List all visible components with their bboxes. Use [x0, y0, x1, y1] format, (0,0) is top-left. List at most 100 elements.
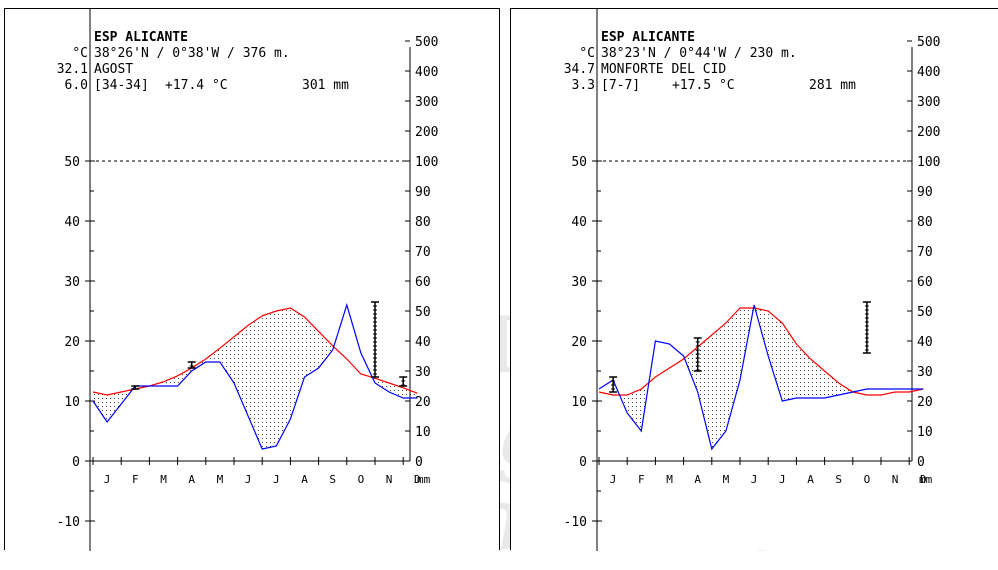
precip-tick-label: 10: [917, 425, 933, 440]
month-label: N: [386, 473, 393, 486]
precip-tick-label: 70: [415, 245, 431, 260]
temp-tick-label: -10: [564, 515, 587, 530]
climogram-panel-monforte: ESP ALICANTE °C 38°23'N / 0°44'W / 230 m. 3…: [510, 8, 998, 551]
precip-tick-label: 100: [917, 155, 940, 170]
temp-tick-label: 50: [571, 155, 587, 170]
observation-years: [34-34]: [94, 78, 149, 93]
climogram-chart-monforte: ESP ALICANTE °C 38°23'N / 0°44'W / 230 m. 3…: [564, 9, 940, 551]
dry-period-shading: [262, 311, 277, 449]
station-name: AGOST: [94, 62, 133, 77]
dry-period-shading: [796, 344, 811, 398]
precip-tick-label: 30: [917, 365, 933, 380]
month-label: F: [638, 473, 645, 486]
chart-title: ESP ALICANTE: [601, 30, 695, 45]
month-label: M: [160, 473, 167, 486]
dry-period-shading: [838, 383, 853, 395]
precip-tick-label: 400: [917, 65, 940, 80]
dry-period-shading: [782, 323, 797, 401]
precip-tick-label: 20: [917, 395, 933, 410]
station-name: MONFORTE DEL CID: [601, 62, 726, 77]
precip-tick-label: 300: [917, 95, 940, 110]
mean-temp-value: +17.4 °C: [165, 78, 228, 93]
precip-tick-label: 200: [917, 125, 940, 140]
precip-tick-label: 100: [415, 155, 438, 170]
dry-period-shading: [375, 378, 390, 392]
dry-period-shading: [276, 308, 291, 446]
dry-period-shading: [219, 336, 234, 383]
precip-tick-label: 50: [917, 305, 933, 320]
precip-tick-label: 70: [917, 245, 933, 260]
month-label: F: [132, 473, 139, 486]
month-label: S: [329, 473, 336, 486]
mean-temp-value: +17.5 °C: [672, 78, 735, 93]
station-coords: 38°23'N / 0°44'W / 230 m.: [601, 46, 797, 61]
month-label: M: [723, 473, 730, 486]
temp-tick-label: -10: [57, 515, 80, 530]
temperature-line: [598, 307, 924, 396]
dry-period-shading: [403, 387, 418, 398]
dry-period-shading: [163, 375, 178, 386]
climogram-panel-agost: ESP ALICANTE °C 38°26'N / 0°38'W / 376 m. 3…: [4, 8, 500, 551]
precip-unit-label: mm: [417, 473, 431, 486]
chart-title: ESP ALICANTE: [94, 30, 188, 45]
temp-tick-label: 30: [64, 275, 80, 290]
precip-tick-label: 0: [917, 455, 925, 470]
max-temp-value: 34.7: [564, 62, 595, 77]
temp-tick-label: 40: [64, 215, 80, 230]
temp-tick-label: 30: [571, 275, 587, 290]
month-label: O: [864, 473, 871, 486]
max-temp-value: 32.1: [57, 62, 88, 77]
dry-period-shading: [627, 389, 642, 431]
dry-period-shading: [234, 325, 249, 416]
precip-tick-label: 0: [415, 455, 423, 470]
precip-tick-label: 500: [415, 35, 438, 50]
dry-period-shading: [824, 371, 839, 398]
precip-tick-label: 500: [917, 35, 940, 50]
precip-tick-label: 50: [415, 305, 431, 320]
temp-tick-label: 0: [72, 455, 80, 470]
precip-tick-label: 400: [415, 65, 438, 80]
temp-tick-label: 50: [64, 155, 80, 170]
temp-tick-label: 20: [571, 335, 587, 350]
month-label: A: [694, 473, 701, 486]
climograms-figure: UNIVERSITAS Miguel Hernández ESP ALICANT…: [4, 8, 998, 570]
month-label: D: [414, 473, 421, 486]
dry-period-shading: [711, 323, 726, 449]
precip-tick-label: 60: [415, 275, 431, 290]
precip-tick-label: 40: [917, 335, 933, 350]
annual-precip-value: 301 mm: [302, 78, 349, 93]
month-label: J: [245, 473, 252, 486]
dry-period-shading: [248, 315, 263, 449]
dry-period-shading: [725, 308, 740, 431]
month-label: D: [920, 473, 927, 486]
observation-years: [7-7]: [601, 78, 640, 93]
precip-tick-label: 90: [415, 185, 431, 200]
temp-tick-label: 20: [64, 335, 80, 350]
dry-period-shading: [684, 347, 698, 392]
temp-tick-label: 10: [64, 395, 80, 410]
precip-tick-label: 90: [917, 185, 933, 200]
station-coords: 38°26'N / 0°38'W / 376 m.: [94, 46, 290, 61]
min-temp-value: 6.0: [65, 78, 88, 93]
dry-period-shading: [93, 392, 108, 422]
precip-tick-label: 20: [415, 395, 431, 410]
precip-tick-label: 40: [415, 335, 431, 350]
dry-period-shading: [318, 331, 333, 368]
dry-period-shading: [768, 311, 783, 401]
month-label: J: [779, 473, 786, 486]
temp-tick-label: 0: [579, 455, 587, 470]
precip-unit-label: mm: [919, 473, 933, 486]
month-label: J: [104, 473, 111, 486]
precip-tick-label: 80: [917, 215, 933, 230]
month-label: A: [301, 473, 308, 486]
dry-period-shading: [107, 392, 122, 422]
annual-precip-value: 281 mm: [809, 78, 856, 93]
month-label: M: [666, 473, 673, 486]
dry-period-shading: [304, 317, 319, 377]
min-temp-value: 3.3: [572, 78, 595, 93]
dry-period-shading: [697, 335, 712, 449]
month-label: M: [217, 473, 224, 486]
precip-tick-label: 80: [415, 215, 431, 230]
precip-tick-label: 300: [415, 95, 438, 110]
dry-period-shading: [290, 308, 305, 419]
